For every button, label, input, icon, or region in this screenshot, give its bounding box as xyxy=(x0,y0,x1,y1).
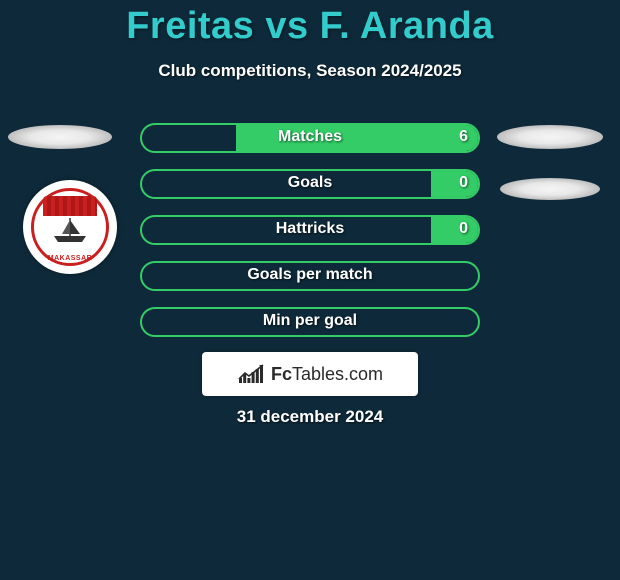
club-badge-stripes xyxy=(43,196,97,216)
stat-label: Min per goal xyxy=(142,312,478,330)
stat-label: Goals xyxy=(142,174,478,192)
brand-text-suffix: .com xyxy=(344,364,383,384)
page-subtitle: Club competitions, Season 2024/2025 xyxy=(0,61,620,81)
club-badge-text: MAKASSAR xyxy=(23,255,117,262)
stat-value-right: 6 xyxy=(459,128,468,146)
logo-shadow-right-2 xyxy=(500,178,600,200)
date-text: 31 december 2024 xyxy=(0,407,620,427)
stat-label: Goals per match xyxy=(142,266,478,284)
club-badge-ship-icon xyxy=(45,216,95,244)
stat-value-right: 0 xyxy=(459,174,468,192)
stat-label: Matches xyxy=(142,128,478,146)
logo-shadow-left xyxy=(8,125,112,149)
club-badge-left: MAKASSAR xyxy=(23,180,117,274)
logo-shadow-right-1 xyxy=(497,125,603,149)
infographic-canvas: Freitas vs F. Aranda Club competitions, … xyxy=(0,0,620,580)
stat-bar: Hattricks0 xyxy=(140,215,480,245)
brand-bars-icon xyxy=(237,363,265,385)
page-title: Freitas vs F. Aranda xyxy=(0,5,620,48)
brand-box: FcTables.com xyxy=(202,352,418,396)
stat-label: Hattricks xyxy=(142,220,478,238)
brand-text-tables: Tables xyxy=(292,364,344,384)
stat-value-right: 0 xyxy=(459,220,468,238)
stat-bar: Matches6 xyxy=(140,123,480,153)
brand-text-fc: Fc xyxy=(271,364,292,384)
stat-bar: Goals per match xyxy=(140,261,480,291)
stat-bar: Goals0 xyxy=(140,169,480,199)
stat-bar: Min per goal xyxy=(140,307,480,337)
brand-text: FcTables.com xyxy=(271,364,383,385)
